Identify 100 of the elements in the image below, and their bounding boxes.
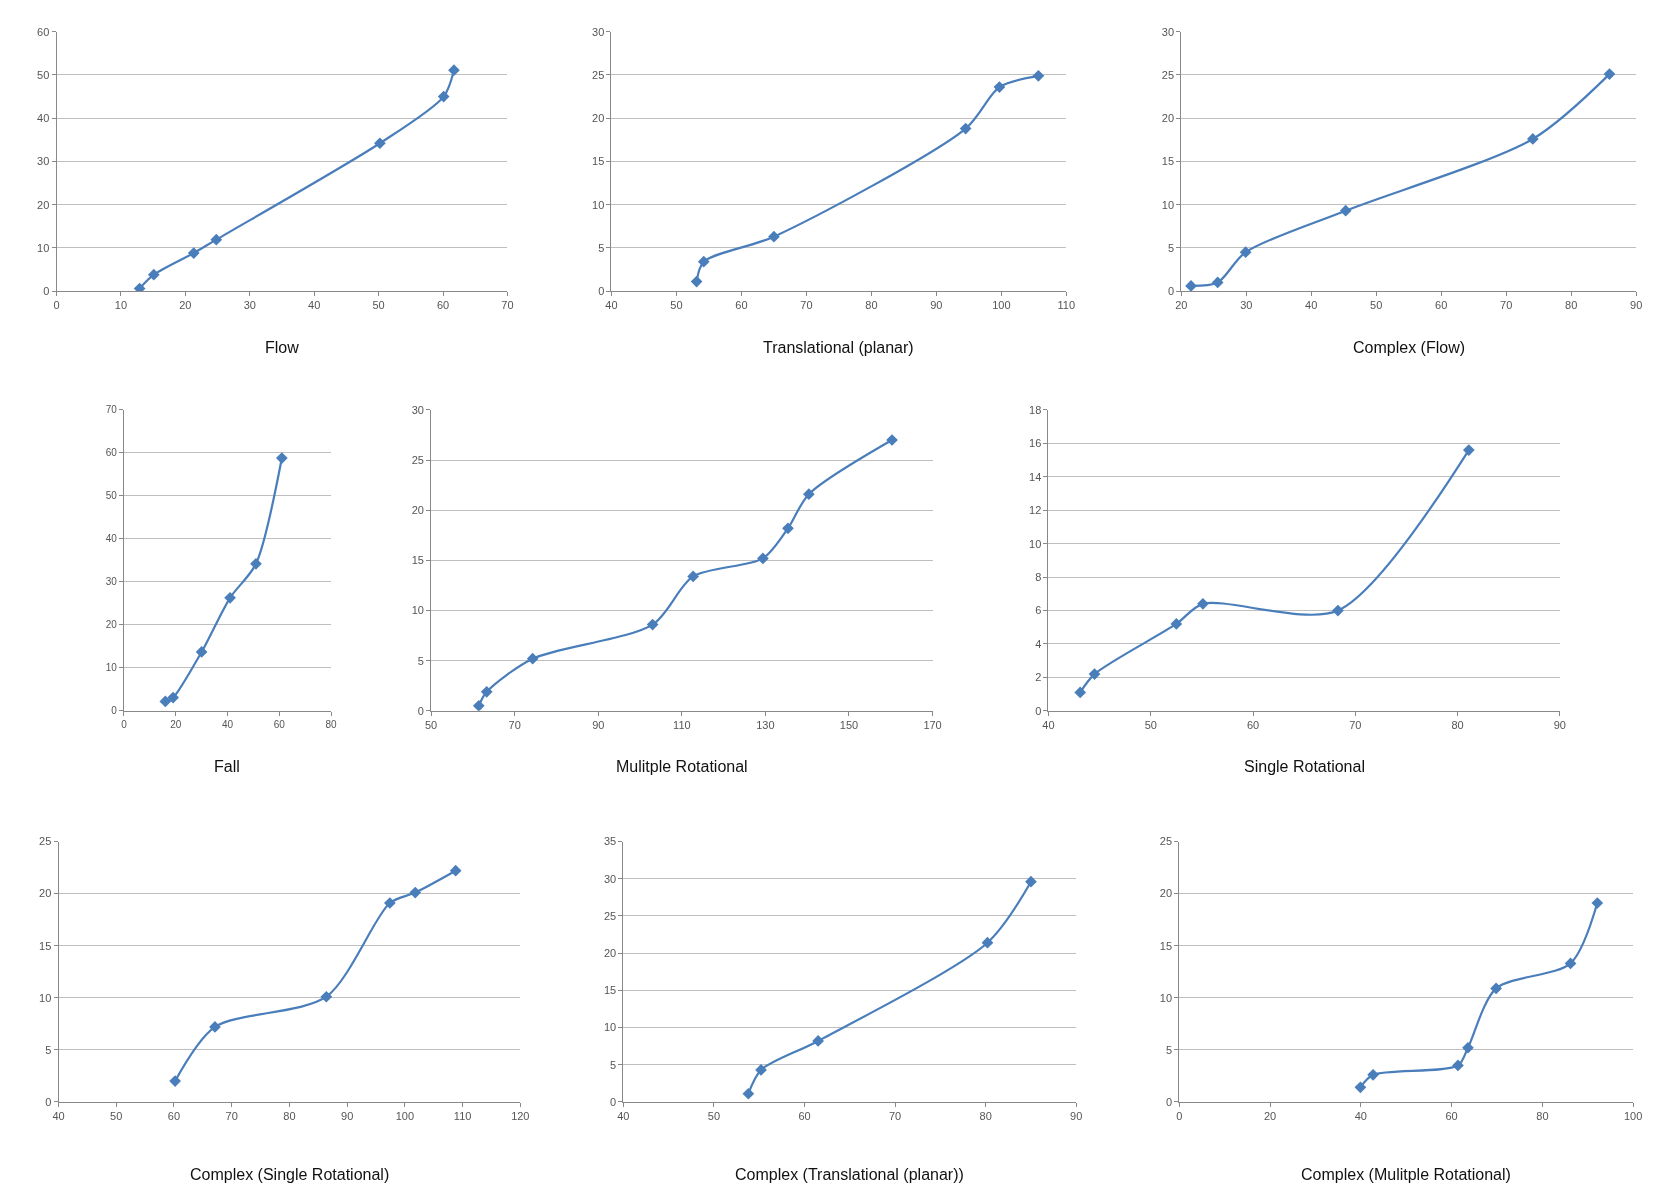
point [526, 652, 539, 665]
x-tick-label: 120 [511, 1110, 530, 1123]
y-tick-label: 25 [1159, 835, 1173, 848]
point [437, 90, 450, 103]
y-tick-label: 0 [111, 705, 118, 717]
point [1197, 598, 1209, 610]
point [1239, 246, 1252, 259]
y-tick-label: 5 [417, 654, 424, 667]
point [224, 591, 236, 604]
x-tick-label: 70 [800, 299, 813, 312]
point [1490, 982, 1502, 995]
text: Complex (Flow) [1353, 339, 1466, 356]
x-tick-label: 0 [121, 718, 128, 730]
x-tick-label: 40 [1354, 1110, 1367, 1123]
text: Translational (planar) [763, 339, 914, 356]
text: Complex (Translational (planar)) [735, 1166, 964, 1183]
point [768, 230, 780, 243]
x-tick-label: 90 [341, 1110, 354, 1123]
y-tick-label: 16 [1029, 437, 1042, 450]
point [1564, 957, 1577, 970]
y-tick-label: 5 [610, 1058, 617, 1071]
y-tick-label: 5 [1165, 1043, 1173, 1056]
x-tick-label: 80 [865, 299, 878, 312]
y-tick-label: 0 [1167, 284, 1175, 297]
x-tick-label: 10 [114, 299, 128, 312]
point [384, 897, 396, 909]
point [981, 936, 994, 949]
point [1332, 604, 1344, 617]
x-tick-label: 30 [1240, 299, 1253, 312]
point [250, 557, 262, 570]
y-tick-label: 40 [37, 112, 50, 125]
point [480, 685, 493, 698]
y-tick-label: 20 [603, 946, 617, 959]
y-tick-label: 60 [105, 447, 118, 459]
point [803, 488, 815, 501]
point [169, 1075, 181, 1087]
point [959, 122, 972, 135]
x-tick-label: 50 [425, 719, 438, 732]
y-tick-label: 0 [45, 1095, 52, 1108]
y-tick-label: 30 [592, 25, 605, 38]
point [757, 552, 769, 565]
point [1211, 276, 1224, 289]
text: Mulitple Rotational [616, 758, 748, 775]
point [742, 1087, 755, 1100]
x-tick-label: 90 [1553, 719, 1566, 732]
x-tick-label: 40 [1305, 299, 1318, 312]
y-tick-label: 15 [1159, 939, 1173, 952]
x-tick-label: 70 [888, 1110, 902, 1123]
y-tick-label: 4 [1035, 637, 1042, 650]
y-tick-label: 30 [105, 576, 118, 588]
y-tick-label: 30 [603, 872, 617, 885]
y-tick-label: 20 [1161, 112, 1175, 125]
x-tick-label: 90 [930, 299, 943, 312]
y-tick-label: 30 [411, 403, 424, 416]
y-tick-label: 5 [45, 1043, 52, 1056]
point [448, 64, 460, 77]
y-tick-label: 10 [39, 991, 52, 1004]
y-tick-label: 12 [1029, 504, 1042, 517]
text: Single Rotational [1244, 758, 1365, 775]
x-tick-label: 50 [1370, 299, 1383, 312]
x-tick-label: 100 [992, 299, 1011, 312]
x-tick-label: 60 [167, 1110, 181, 1123]
x-tick-label: 20 [179, 299, 192, 312]
x-tick-label: 110 [1057, 299, 1076, 312]
y-tick-label: 8 [1035, 570, 1042, 583]
y-tick-label: 14 [1029, 470, 1042, 483]
point [993, 81, 1006, 93]
x-tick-label: 80 [1536, 1110, 1549, 1123]
y-tick-label: 15 [411, 554, 424, 567]
x-tick-label: 70 [225, 1110, 238, 1123]
y-tick-label: 0 [610, 1095, 617, 1108]
point [1603, 68, 1616, 80]
y-tick-label: 10 [37, 241, 50, 254]
x-tick-label: 50 [1144, 719, 1157, 732]
y-tick-label: 50 [105, 490, 118, 502]
x-tick-label: 170 [923, 719, 942, 732]
x-tick-label: 100 [1623, 1110, 1643, 1123]
x-tick-label: 50 [670, 299, 683, 312]
point [1170, 618, 1183, 630]
y-tick-label: 20 [105, 619, 118, 631]
y-tick-label: 10 [105, 662, 118, 674]
y-tick-label: 5 [598, 241, 605, 254]
x-tick-label: 0 [53, 299, 60, 312]
y-tick-label: 30 [37, 155, 50, 168]
point [195, 646, 208, 658]
x-tick-label: 30 [243, 299, 256, 312]
x-tick-label: 0 [1176, 1110, 1183, 1123]
x-tick-label: 60 [273, 718, 286, 730]
x-tick-label: 50 [707, 1110, 721, 1123]
y-tick-label: 60 [37, 25, 50, 38]
x-tick-label: 130 [756, 719, 775, 732]
y-tick-label: 20 [1159, 887, 1173, 900]
y-tick-label: 0 [598, 284, 605, 297]
point [210, 233, 223, 246]
y-tick-label: 35 [603, 835, 617, 848]
x-tick-label: 60 [798, 1110, 811, 1123]
x-tick-label: 80 [325, 718, 338, 730]
point [1591, 897, 1604, 909]
x-tick-label: 150 [839, 719, 859, 732]
x-tick-label: 80 [1565, 299, 1578, 312]
